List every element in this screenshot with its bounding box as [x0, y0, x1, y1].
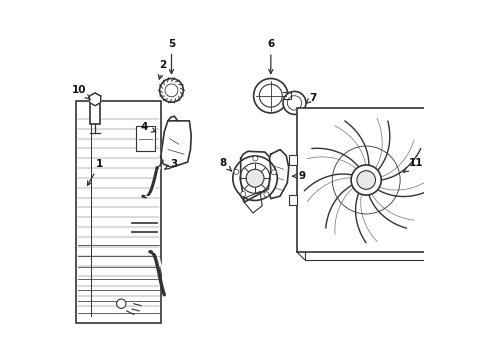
Circle shape — [241, 192, 245, 197]
Polygon shape — [241, 151, 271, 202]
Circle shape — [246, 169, 264, 187]
Circle shape — [165, 84, 178, 97]
Bar — [76, 101, 161, 323]
Circle shape — [264, 192, 269, 197]
Text: 9: 9 — [293, 171, 306, 181]
Bar — [289, 155, 296, 165]
Bar — [136, 126, 155, 151]
Circle shape — [357, 171, 375, 189]
Circle shape — [271, 170, 276, 175]
Circle shape — [287, 96, 302, 110]
Circle shape — [351, 165, 381, 195]
Bar — [296, 108, 436, 252]
Text: 8: 8 — [219, 158, 231, 171]
Bar — [436, 155, 443, 165]
Text: 3: 3 — [165, 159, 177, 169]
Circle shape — [160, 78, 183, 102]
Circle shape — [259, 84, 282, 107]
Text: 7: 7 — [306, 93, 317, 103]
Bar — [90, 103, 100, 124]
Polygon shape — [90, 93, 100, 106]
Text: 1: 1 — [88, 159, 103, 185]
Text: 4: 4 — [141, 122, 156, 132]
Polygon shape — [240, 192, 262, 213]
Text: 11: 11 — [404, 158, 424, 172]
Polygon shape — [266, 149, 289, 199]
Circle shape — [253, 156, 258, 161]
Bar — [289, 195, 296, 205]
Circle shape — [234, 169, 239, 174]
Bar — [304, 116, 443, 260]
Circle shape — [240, 163, 270, 193]
Text: 6: 6 — [267, 40, 274, 73]
Bar — [436, 195, 443, 205]
Polygon shape — [161, 121, 191, 167]
Circle shape — [283, 91, 306, 114]
Text: 5: 5 — [168, 39, 175, 74]
Text: 2: 2 — [158, 60, 167, 79]
Circle shape — [117, 299, 126, 309]
Circle shape — [254, 78, 288, 113]
Text: 10: 10 — [72, 85, 90, 99]
Circle shape — [233, 156, 277, 201]
